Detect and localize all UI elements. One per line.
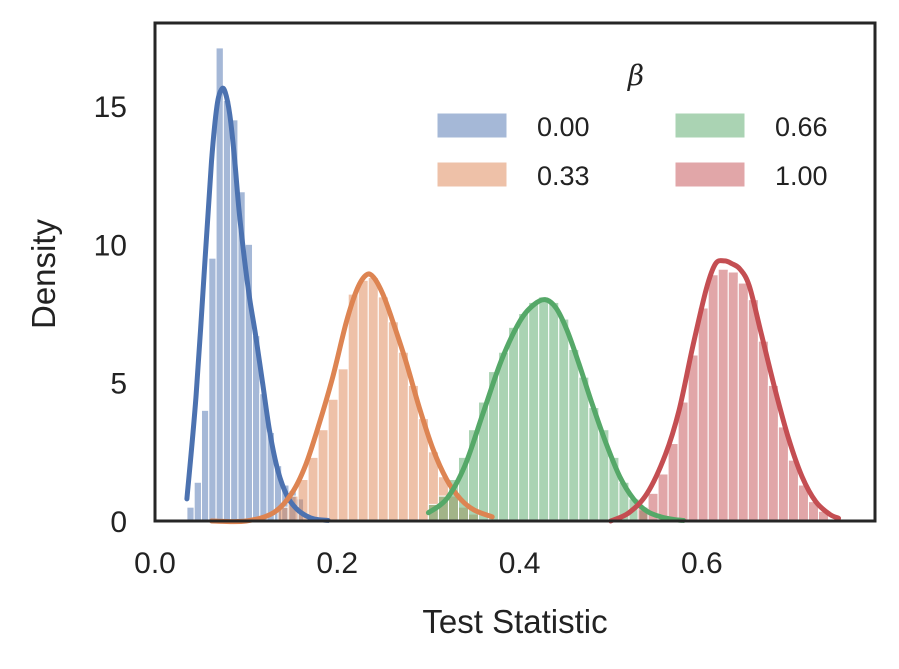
histogram-bar [568, 348, 580, 522]
histogram-bar [508, 326, 520, 522]
y-tick-label: 5 [110, 368, 127, 401]
histogram-bars [186, 47, 830, 522]
histogram-bar [200, 409, 210, 522]
histogram-bar [337, 368, 349, 522]
y-tick-label: 10 [94, 229, 127, 262]
x-axis-ticks: 0.0 0.2 0.4 0.6 [134, 547, 723, 580]
histogram-bar [578, 376, 590, 522]
legend-item: 1.00 [674, 161, 828, 191]
legend-swatch [674, 112, 746, 139]
histogram-bar [377, 296, 389, 522]
histogram-bar [727, 271, 739, 522]
histogram-bar [498, 351, 510, 522]
legend-title: β [627, 59, 644, 92]
x-tick-label: 0.0 [134, 547, 176, 580]
series-3-bars [637, 268, 830, 522]
legend-label: 1.00 [775, 161, 828, 191]
kde-curves [184, 85, 842, 525]
histogram-bar [558, 318, 570, 522]
legend: β 0.00 0.33 0.66 1.00 [436, 59, 828, 191]
y-tick-label: 0 [110, 506, 127, 539]
x-axis-label: Test Statistic [422, 603, 607, 640]
series-2-bars [427, 296, 650, 522]
y-axis-label: Density [25, 218, 62, 329]
histogram-bar [717, 268, 729, 522]
legend-swatch [436, 161, 508, 188]
histogram-bar [387, 321, 399, 522]
legend-item: 0.33 [436, 161, 590, 191]
legend-swatch [674, 161, 746, 188]
histogram-bar [367, 277, 379, 522]
histogram-bar [747, 299, 759, 522]
histogram-bar [208, 257, 217, 522]
histogram-bar [677, 401, 689, 522]
histogram-bar [193, 481, 202, 522]
histogram-bar [307, 456, 319, 522]
x-tick-label: 0.4 [499, 547, 541, 580]
histogram-bar [397, 351, 409, 522]
legend-label: 0.00 [537, 112, 590, 142]
histogram-bar [687, 354, 699, 522]
x-tick-label: 0.2 [316, 547, 358, 580]
x-tick-label: 0.6 [681, 547, 723, 580]
histogram-bar [707, 274, 719, 522]
histogram-bar [697, 307, 709, 522]
legend-label: 0.33 [537, 161, 590, 191]
kde-line-series-3 [608, 258, 842, 524]
plot-frame [153, 21, 877, 523]
series-1-bars [277, 277, 480, 522]
histogram-bar [222, 99, 232, 522]
histogram-bar [528, 301, 540, 522]
histogram-bar [327, 398, 339, 522]
histogram-bar [317, 429, 329, 522]
histogram-bar [737, 282, 749, 522]
legend-items: 0.00 0.33 0.66 1.00 [436, 112, 828, 191]
legend-swatch [436, 112, 508, 139]
kde-line-series-1 [209, 271, 495, 525]
y-tick-label: 15 [94, 91, 127, 124]
histogram-bar [347, 293, 359, 522]
histogram-bar [518, 313, 530, 522]
kde-line-series-2 [425, 297, 687, 523]
legend-item: 0.00 [436, 112, 590, 142]
histogram-bar [186, 506, 195, 522]
legend-item: 0.66 [674, 112, 828, 142]
histogram-bar [357, 279, 369, 522]
histogram-bar [538, 296, 550, 522]
y-axis-ticks: 0 5 10 15 [94, 91, 127, 539]
kde-line-series-0 [184, 85, 331, 523]
histogram-bar [667, 443, 679, 522]
legend-label: 0.66 [775, 112, 828, 142]
histogram-bar [548, 301, 560, 522]
histogram-bar [757, 340, 769, 522]
